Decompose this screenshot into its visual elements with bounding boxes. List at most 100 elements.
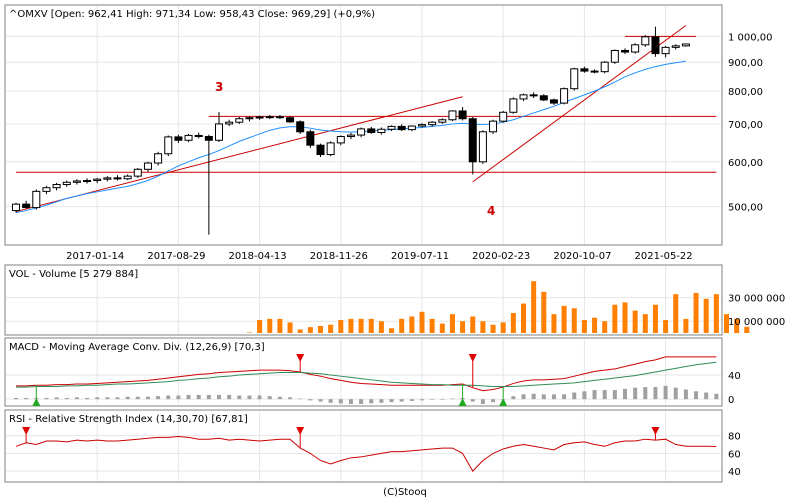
macd-line	[16, 356, 717, 392]
macd-histogram-bar	[217, 394, 221, 400]
macd-panel-frame	[4, 337, 723, 407]
volume-bar	[267, 318, 273, 333]
volume-bar	[409, 316, 415, 333]
macd-histogram-bar	[714, 393, 719, 400]
price-y-tick-label: 1 000,00	[728, 32, 773, 43]
candle-body	[549, 99, 558, 104]
price-panel: 500,00 600,00 700,00 800,00 900,00 1 000,00 2…	[4, 4, 773, 262]
candle-body	[22, 203, 31, 209]
macd-histogram-bar	[521, 394, 526, 400]
volume-bar	[449, 314, 455, 333]
candle-body	[275, 116, 284, 119]
macd-histogram-bar	[562, 394, 567, 400]
macd-histogram-bar	[85, 397, 90, 400]
volume-y-tick-label: 10 000 000	[728, 317, 785, 328]
price-y-tick-label: 600,00	[728, 158, 763, 169]
candle-body	[438, 119, 447, 123]
candle-body	[590, 70, 599, 73]
volume-bar	[490, 324, 496, 333]
buy-signal-marker	[458, 398, 467, 406]
candle-body	[387, 125, 396, 130]
candle-body	[62, 181, 71, 186]
candle-body	[631, 44, 640, 53]
volume-bar	[581, 320, 587, 333]
rsi-panel-title: RSI - Relative Strength Index (14,30,70)…	[9, 414, 248, 425]
candle-body	[418, 124, 426, 127]
macd-panel: 0 40 MACD - Moving Average Conv. Div. (12…	[4, 337, 741, 407]
macd-histogram-bar	[328, 399, 333, 403]
candle-body	[367, 128, 376, 134]
candle-body	[661, 46, 670, 55]
candle-body	[52, 184, 61, 189]
macd-histogram-bar	[612, 390, 617, 400]
macd-histogram-bar	[348, 399, 353, 404]
candle-body	[194, 134, 203, 138]
sell-signal-marker	[468, 354, 477, 362]
volume-bar	[470, 316, 476, 333]
volume-bar	[480, 321, 486, 333]
candle-body	[204, 136, 213, 141]
price-x-tick-label: 2018-11-26	[310, 251, 368, 262]
candle-body	[357, 128, 366, 136]
macd-histogram-bar	[491, 399, 496, 403]
candle-body	[296, 121, 305, 133]
macd-histogram-bar	[166, 395, 171, 400]
macd-histogram-bar	[288, 397, 293, 400]
macd-histogram-bar	[74, 397, 79, 400]
macd-histogram-bar	[24, 397, 29, 400]
volume-panel: 10 000 000 30 000 000 VOL - Volume [5 279…	[4, 264, 785, 336]
candle-body	[286, 117, 295, 123]
volume-bar	[551, 314, 557, 333]
volume-panel-title: VOL - Volume [5 279 884]	[9, 269, 138, 280]
price-y-tick-label: 500,00	[728, 203, 763, 214]
rsi-y-tick-label: 80	[728, 432, 741, 443]
macd-signal-line	[16, 361, 717, 388]
candle-body	[621, 49, 629, 53]
macd-histogram-bar	[420, 399, 424, 401]
candle-body	[681, 43, 690, 47]
macd-histogram-bar	[379, 399, 384, 403]
candle-body	[489, 120, 498, 133]
candle-body	[458, 110, 467, 120]
macd-histogram-bar	[683, 389, 688, 400]
candle-body	[407, 125, 416, 131]
rsi-y-tick-label: 40	[728, 467, 741, 478]
volume-bar	[703, 298, 709, 333]
candle-body	[326, 142, 335, 156]
buy-signal-marker	[499, 398, 508, 406]
candle-body	[164, 136, 173, 155]
volume-bar	[632, 310, 638, 333]
price-y-tick-label: 700,00	[728, 120, 763, 131]
macd-histogram-bar	[531, 393, 536, 400]
volume-bar	[419, 311, 425, 333]
trendline	[472, 25, 687, 183]
footer-credit: (C)Stooq	[383, 487, 427, 498]
volume-bar	[328, 324, 334, 333]
volume-bar	[612, 304, 618, 333]
macd-panel-title: MACD - Moving Average Conv. Div. (12,26,…	[9, 342, 265, 353]
macd-histogram-bar	[338, 399, 343, 404]
candle-body	[123, 175, 132, 180]
macd-y-tick-label: 0	[728, 395, 734, 406]
macd-histogram-bar	[551, 394, 556, 400]
volume-bar	[744, 326, 750, 333]
candle-body	[478, 131, 487, 163]
macd-histogram-bar	[511, 396, 516, 400]
macd-histogram-bar	[135, 396, 140, 400]
macd-histogram-bar	[602, 390, 607, 400]
macd-histogram-bar	[64, 397, 69, 400]
volume-bar	[541, 291, 547, 333]
macd-histogram-bar	[592, 390, 597, 400]
macd-histogram-bar	[440, 399, 445, 400]
candle-body	[184, 134, 193, 141]
macd-histogram-bar	[430, 399, 435, 400]
candle-body	[560, 88, 569, 104]
price-x-tick-label: 2018-04-13	[229, 251, 287, 262]
candle-body	[133, 168, 142, 177]
buy-signal-marker	[32, 398, 41, 406]
volume-bar	[571, 308, 577, 333]
volume-bar	[297, 329, 303, 333]
volume-bar	[277, 318, 283, 333]
candle-body	[83, 180, 92, 183]
price-y-tick-label: 800,00	[728, 87, 763, 98]
